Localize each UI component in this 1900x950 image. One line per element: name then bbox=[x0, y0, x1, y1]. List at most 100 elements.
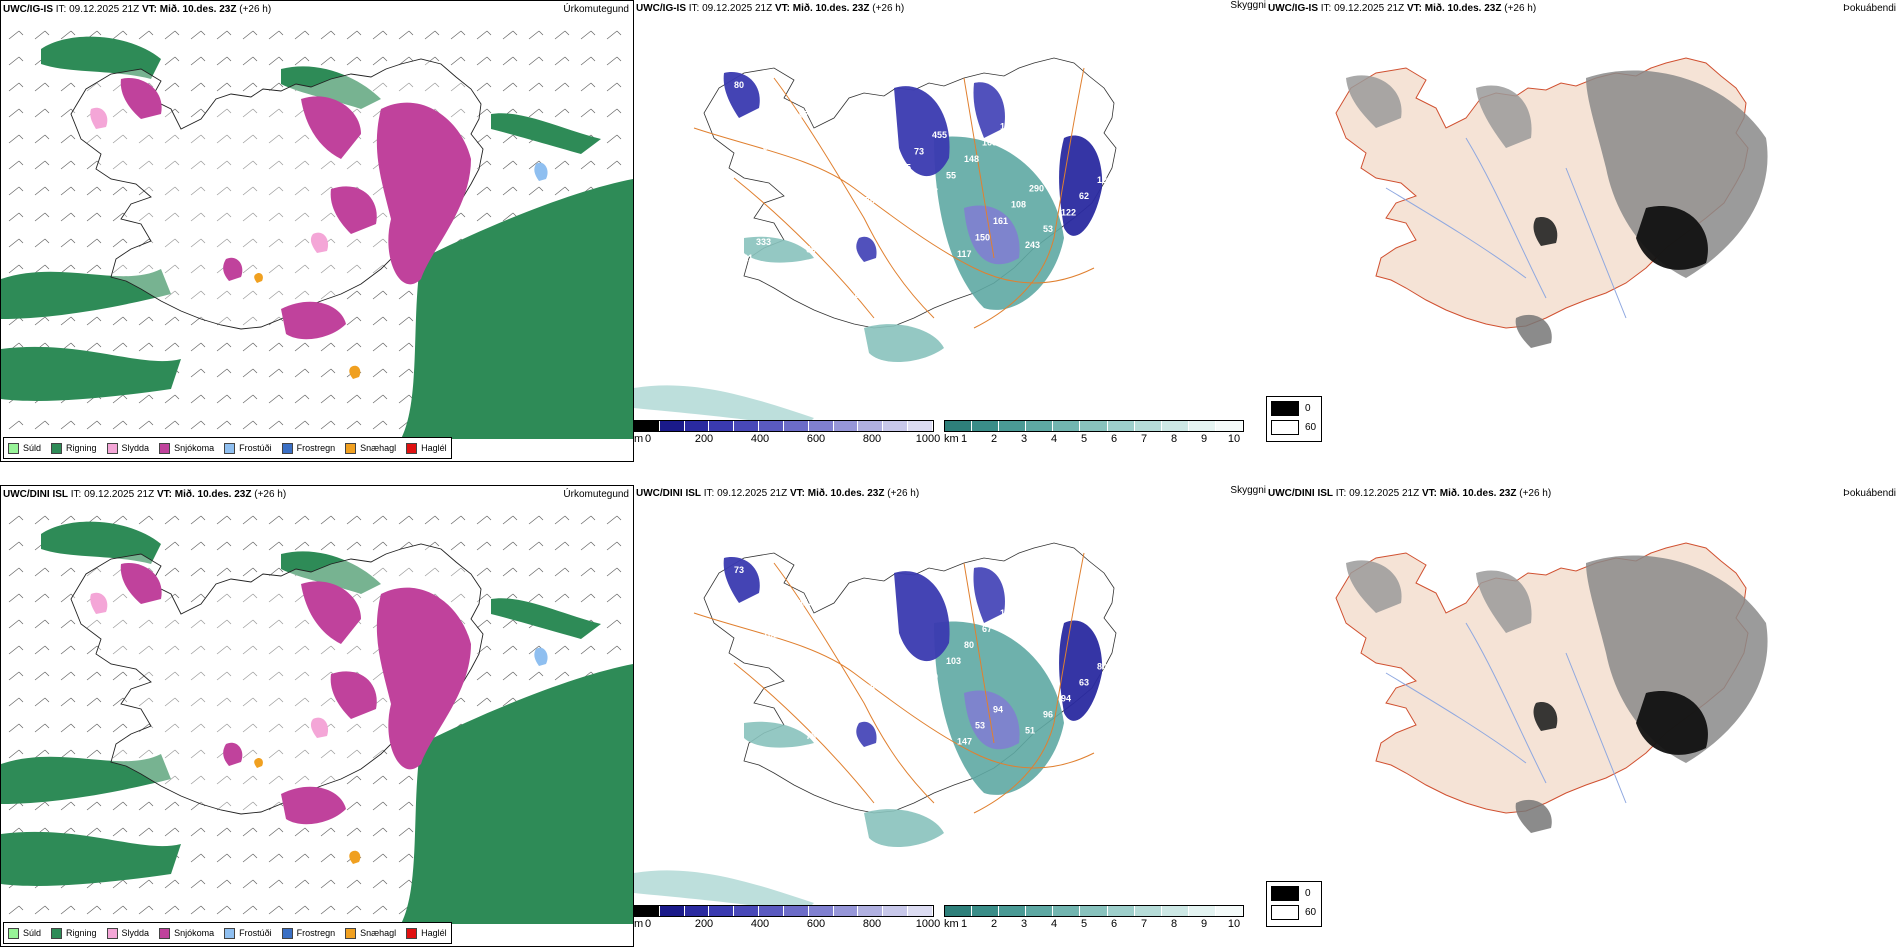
colorbar-cell bbox=[1134, 421, 1162, 431]
colorbar-tick-label: 9 bbox=[1200, 918, 1208, 930]
colorbar-cell bbox=[1188, 421, 1216, 431]
ceiling-value-label: 150 bbox=[975, 232, 990, 242]
visibility-panel: UWC/IG-IS IT: 09.12.2025 21Z VT: Mið. 10… bbox=[634, 0, 1266, 462]
colorbar-cell bbox=[1188, 906, 1216, 916]
colorbar-cell bbox=[972, 906, 1000, 916]
colorbar-cell bbox=[1080, 421, 1108, 431]
legend-label: Snæhagl bbox=[360, 443, 397, 453]
ceiling-value-label: 213 bbox=[896, 651, 911, 661]
colorbar-km-unit: km bbox=[944, 918, 959, 930]
ceiling-value-label: 53 bbox=[975, 721, 985, 731]
legend-item: Snjókoma bbox=[159, 927, 214, 939]
ceiling-value-label: 113 bbox=[1000, 121, 1015, 131]
visibility-map: 73 66 59 51 47 50 103 96 71 72 80 94 44 59 67 63 75 139 11… bbox=[634, 542, 1117, 913]
freezing-drizzle-area bbox=[534, 162, 548, 181]
ceiling-value-label: 71 bbox=[770, 763, 780, 773]
visibility-m-area bbox=[964, 205, 1020, 265]
ceiling-value-label: 158 bbox=[860, 683, 875, 693]
colorbar-cell bbox=[1134, 906, 1162, 916]
legend-label: Haglél bbox=[421, 928, 447, 938]
vt-label: VT: bbox=[1406, 3, 1422, 14]
ceiling-value-label: 66 bbox=[831, 619, 841, 629]
legend-label: Frostúði bbox=[239, 928, 272, 938]
precip-type-panel: UWC/DINI ISL IT: 09.12.2025 21Z VT: Mið.… bbox=[0, 485, 634, 947]
legend-swatch bbox=[281, 927, 293, 939]
ceiling-value-label: 352 bbox=[878, 667, 893, 677]
ceiling-value-label: 73 bbox=[914, 146, 924, 156]
visibility-m-area bbox=[723, 72, 760, 118]
rain-area bbox=[401, 664, 633, 924]
colorbar-cell bbox=[808, 421, 834, 431]
fog-area bbox=[1476, 570, 1532, 633]
ceiling-value-label: 53 bbox=[1043, 224, 1053, 234]
legend-swatch bbox=[406, 927, 418, 939]
ceiling-value-label: 62 bbox=[1079, 191, 1089, 201]
legend-swatch bbox=[159, 927, 171, 939]
fog-area bbox=[1586, 70, 1768, 278]
colorbar-cell bbox=[1107, 421, 1135, 431]
ceiling-value-label: 285 bbox=[896, 163, 911, 173]
visibility-km-area bbox=[864, 324, 944, 363]
precip-legend: Súld Rigning Slydda Snjókoma Frostúði Frostre… bbox=[3, 437, 452, 459]
panel-header: UWC/DINI ISL IT: 09.12.2025 21Z VT: Mið.… bbox=[3, 489, 286, 500]
visibility-km-area bbox=[864, 809, 944, 848]
ceiling-value-label: 63 bbox=[1079, 678, 1089, 688]
snow-area bbox=[281, 301, 346, 340]
ceiling-value-label: 75 bbox=[806, 731, 816, 741]
colorbar-km-bar bbox=[944, 420, 1244, 432]
vt-value: Mið. 10.des. 23Z bbox=[159, 4, 237, 15]
snow-pellet-area bbox=[349, 850, 361, 864]
colorbar-cell bbox=[1161, 421, 1189, 431]
lead-time: (+26 h) bbox=[254, 489, 287, 500]
colorbar-tick-label: 10 bbox=[1227, 918, 1241, 930]
colorbar-cell bbox=[709, 906, 735, 916]
ceiling-value-label: 290 bbox=[1029, 183, 1044, 193]
snow-pellet-area bbox=[254, 272, 263, 283]
panel-title: Skyggni bbox=[1230, 0, 1266, 11]
legend-label: Snæhagl bbox=[360, 928, 397, 938]
ceiling-value-label: 67 bbox=[982, 624, 992, 634]
road-network bbox=[693, 552, 1095, 814]
snow-area bbox=[330, 186, 377, 234]
ceiling-value-label: 165 bbox=[982, 138, 997, 148]
rain-area bbox=[1, 754, 171, 804]
colorbar-cell bbox=[759, 906, 784, 916]
rain-area bbox=[1, 346, 181, 401]
legend-label: Súld bbox=[23, 928, 42, 938]
legend-item: Snjókoma bbox=[159, 442, 214, 454]
it-label: IT: bbox=[1335, 488, 1347, 499]
ceiling-value-label: 80 bbox=[964, 640, 974, 650]
rain-area bbox=[491, 598, 601, 639]
it-value: 09.12.2025 21Z bbox=[1334, 3, 1405, 14]
colorbar-cell bbox=[783, 421, 809, 431]
legend-swatch bbox=[8, 442, 19, 454]
fog-legend-item: 60 bbox=[1267, 901, 1321, 920]
fog-area bbox=[1586, 555, 1768, 763]
fog-area bbox=[1533, 217, 1558, 246]
legend-label: Frostregn bbox=[296, 928, 336, 938]
ceiling-value-label: 49 bbox=[831, 133, 841, 143]
colorbar-cell bbox=[1053, 906, 1081, 916]
colorbar-tick-label: 200 bbox=[694, 918, 714, 930]
ceiling-value-label: 59 bbox=[885, 801, 895, 811]
vt-value: Mið. 10.des. 23Z bbox=[174, 489, 252, 500]
colorbar-tick-label: 1 bbox=[960, 433, 968, 445]
colorbar-cell bbox=[1215, 906, 1244, 916]
precip-legend: Súld Rigning Slydda Snjókoma Frostúði Frostre… bbox=[3, 922, 452, 944]
freezing-drizzle-area bbox=[534, 647, 548, 666]
panel-title: Þokuábendi bbox=[1843, 488, 1896, 499]
legend-item: Súld bbox=[8, 927, 42, 939]
fog-legend: 0 60 bbox=[1266, 881, 1322, 927]
colorbar-tick-label: 6 bbox=[1110, 918, 1118, 930]
ceiling-value-label: 47 bbox=[752, 779, 762, 789]
legend-swatch bbox=[51, 442, 63, 454]
sleet-area bbox=[90, 107, 108, 129]
ceiling-value-label: 69 bbox=[806, 245, 816, 255]
model-name: UWC/IG-IS bbox=[1268, 3, 1318, 14]
lead-time: (+26 h) bbox=[872, 3, 905, 14]
legend-item: Frostúði bbox=[224, 442, 272, 454]
river-network bbox=[1385, 622, 1627, 804]
colorbar-km-bar bbox=[944, 905, 1244, 917]
legend-item: Haglél bbox=[406, 442, 447, 454]
colorbar-tick-label: 5 bbox=[1080, 918, 1088, 930]
